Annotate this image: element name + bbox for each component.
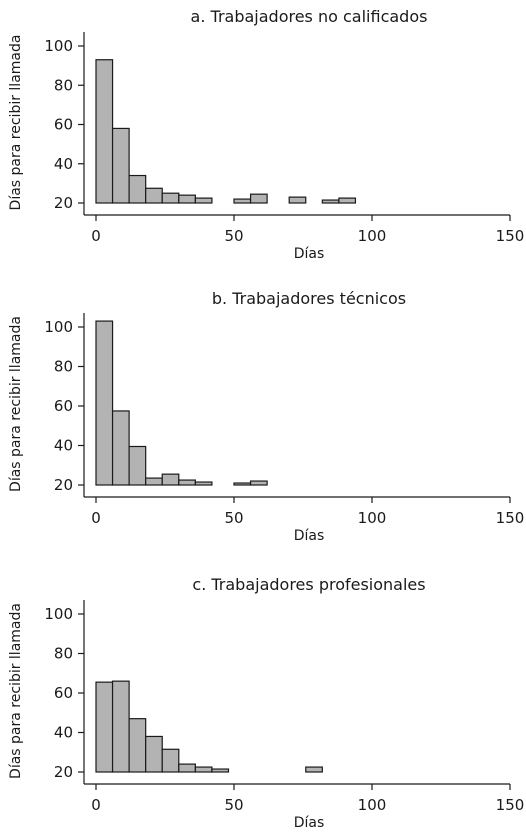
- y-tick-label: 40: [54, 724, 73, 742]
- histogram-bar: [161, 748, 180, 773]
- y-axis-label: Días para recibir llamada: [8, 35, 24, 211]
- histogram-bar: [305, 766, 323, 773]
- y-tick-label: 80: [54, 76, 73, 94]
- y-tick-label: 100: [44, 37, 73, 55]
- histogram-bar: [111, 410, 130, 486]
- panel-b: b. Trabajadores técnicos 20 40 60 80 100 Días …: [8, 289, 524, 544]
- x-tick-label: 100: [358, 509, 387, 527]
- x-tick-label: 50: [224, 796, 243, 814]
- chart-title: c. Trabajadores profesionales: [192, 575, 425, 594]
- y-tick-label: 80: [54, 358, 73, 376]
- x-tick-label: 100: [358, 796, 387, 814]
- histogram-bar: [178, 763, 196, 773]
- x-tick-label: 100: [358, 227, 387, 245]
- histogram-bar: [321, 199, 340, 204]
- x-axis-label: Días: [294, 246, 325, 262]
- x-tick-label: 150: [496, 796, 525, 814]
- histogram-bar: [249, 193, 268, 204]
- histogram-bar: [249, 480, 268, 486]
- histogram-bar: [95, 59, 114, 204]
- y-tick-label: 20: [54, 476, 73, 494]
- histogram-bar: [194, 766, 213, 773]
- panel-a: a. Trabajadores no calificados 20 40 60 80 10…: [8, 7, 524, 262]
- y-tick-label: 40: [54, 437, 73, 455]
- y-tick-label: 20: [54, 194, 73, 212]
- y-tick-label: 60: [54, 684, 73, 702]
- x-tick-label: 0: [91, 796, 101, 814]
- histogram-bar: [95, 681, 114, 773]
- y-tick-label: 20: [54, 763, 73, 781]
- histogram-bar: [145, 477, 163, 486]
- histogram-bar: [161, 192, 180, 204]
- x-tick-label: 150: [496, 227, 525, 245]
- histogram-bar: [338, 197, 357, 204]
- x-axis-label: Días: [294, 528, 325, 544]
- histogram-bar: [194, 197, 213, 204]
- histogram-bar: [211, 768, 230, 773]
- x-tick-label: 50: [224, 509, 243, 527]
- histogram-bar: [111, 680, 130, 773]
- panel-c: c. Trabajadores profesionales 20 40 60 80 100…: [8, 575, 524, 831]
- x-axis-label: Días: [294, 815, 325, 831]
- histogram-bar: [145, 187, 163, 204]
- histogram-bar: [128, 445, 147, 486]
- chart-title: b. Trabajadores técnicos: [212, 289, 406, 308]
- y-tick-label: 80: [54, 645, 73, 663]
- histogram-bar: [111, 127, 130, 204]
- x-tick-label: 0: [91, 227, 101, 245]
- x-tick-label: 50: [224, 227, 243, 245]
- histogram-bar: [233, 198, 252, 204]
- y-tick-label: 100: [44, 318, 73, 336]
- histogram-bar: [233, 482, 252, 486]
- histogram-bar: [95, 320, 114, 486]
- x-tick-label: 0: [91, 509, 101, 527]
- histogram-bar: [194, 481, 213, 486]
- histogram-bar: [288, 196, 307, 204]
- y-tick-label: 60: [54, 116, 73, 134]
- y-tick-label: 100: [44, 605, 73, 623]
- histogram-bar: [178, 479, 196, 486]
- histogram-bar: [145, 735, 163, 773]
- histogram-bar: [128, 174, 147, 204]
- histogram-bar: [161, 473, 180, 486]
- y-tick-label: 40: [54, 155, 73, 173]
- histogram-bar: [128, 718, 147, 773]
- chart-title: a. Trabajadores no calificados: [191, 7, 428, 26]
- y-axis-label: Días para recibir llamada: [8, 603, 24, 779]
- histogram-bar: [178, 194, 196, 204]
- x-tick-label: 150: [496, 509, 525, 527]
- y-tick-label: 60: [54, 397, 73, 415]
- y-axis-label: Días para recibir llamada: [8, 316, 24, 492]
